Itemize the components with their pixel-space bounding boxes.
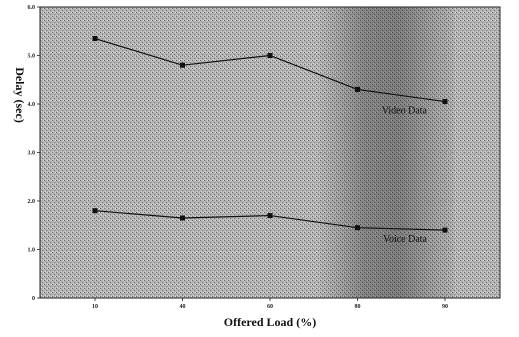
data-point-voice-data xyxy=(180,215,185,220)
data-point-voice-data xyxy=(443,228,448,233)
y-tick-label: 4.0 xyxy=(28,102,36,108)
y-tick-label: 0 xyxy=(32,296,35,302)
y-tick-label: 6.0 xyxy=(28,5,36,11)
y-tick-label: 1.0 xyxy=(28,248,36,254)
x-tick-label: 60 xyxy=(267,304,273,310)
y-tick-label: 5.0 xyxy=(28,54,36,60)
data-point-video-data xyxy=(93,36,98,41)
y-tick-label: 3.0 xyxy=(28,151,36,157)
data-point-video-data xyxy=(180,63,185,68)
y-axis-title: Delay (sec) xyxy=(13,67,27,123)
data-point-video-data xyxy=(355,87,360,92)
data-point-voice-data xyxy=(93,208,98,213)
x-tick-label: 10 xyxy=(92,304,98,310)
y-tick-label: 2.0 xyxy=(28,199,36,205)
data-point-voice-data xyxy=(268,213,273,218)
x-axis-title: Offered Load (%) xyxy=(224,315,316,329)
data-point-video-data xyxy=(443,99,448,104)
x-tick-label: 90 xyxy=(442,304,448,310)
series-label-video-data: Video Data xyxy=(382,106,428,117)
data-point-video-data xyxy=(268,53,273,58)
series-label-voice-data: Voice Data xyxy=(383,234,428,245)
x-tick-label: 80 xyxy=(355,304,361,310)
x-tick-label: 40 xyxy=(180,304,186,310)
data-point-voice-data xyxy=(355,225,360,230)
